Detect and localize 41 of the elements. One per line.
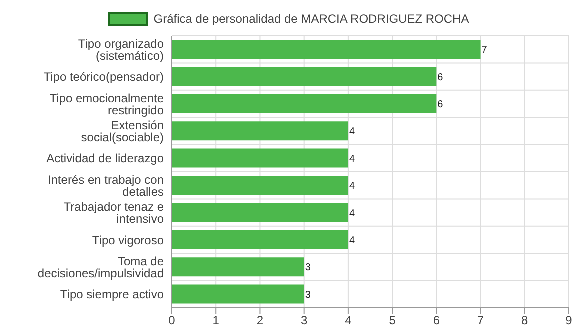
y-tick-label: Tipo teórico(pensador) [44, 70, 164, 84]
y-tick-label: Tipo siempre activo [60, 288, 164, 302]
data-label: 4 [349, 181, 356, 192]
y-tick-label: Tipo organizado (sistemático) [78, 36, 164, 63]
bar [172, 94, 437, 114]
y-tick-label: Tipo vigoroso [92, 233, 164, 248]
bar [172, 203, 348, 222]
bar [172, 148, 348, 168]
data-label: 6 [438, 99, 444, 110]
data-label: 4 [349, 235, 356, 246]
bar [172, 258, 304, 277]
y-tick-label: Toma de decisiones/impulsividad [38, 254, 164, 280]
data-label: 3 [305, 290, 312, 301]
bar [172, 176, 348, 195]
bar [172, 230, 348, 250]
data-label: 7 [482, 45, 488, 56]
bar [172, 284, 304, 304]
y-tick-label: Interés en trabajo con detalles [48, 172, 164, 199]
x-tick-label: 3 [300, 314, 308, 328]
y-tick-label: Trabajador tenaz e intensivo [64, 200, 164, 226]
data-label: 4 [349, 208, 356, 220]
y-tick-label: Actividad de liderazgo [46, 152, 164, 166]
x-tick-label: 4 [345, 314, 352, 328]
y-tick-label: Extensión social(sociable) [81, 118, 164, 144]
x-tick-label: 7 [477, 314, 484, 328]
x-tick-label: 8 [522, 314, 529, 328]
x-tick-label: 9 [566, 314, 573, 328]
data-label: 4 [349, 126, 356, 138]
x-tick-label: 1 [212, 314, 220, 328]
x-tick-label: 2 [256, 314, 264, 328]
bar [172, 67, 437, 86]
bar [172, 122, 348, 141]
data-label: 4 [349, 154, 356, 165]
x-tick-label: 0 [168, 314, 176, 328]
legend-label: Gráfica de personalidad de MARCIA RODRIGUEZ ROCHA [154, 12, 470, 26]
data-label: 3 [305, 262, 312, 274]
bar [172, 40, 481, 59]
data-label: 6 [438, 72, 444, 84]
x-tick-label: 6 [433, 314, 440, 328]
x-tick-label: 5 [389, 314, 396, 328]
y-tick-label: Tipo emocionalmente restringido [50, 91, 164, 118]
